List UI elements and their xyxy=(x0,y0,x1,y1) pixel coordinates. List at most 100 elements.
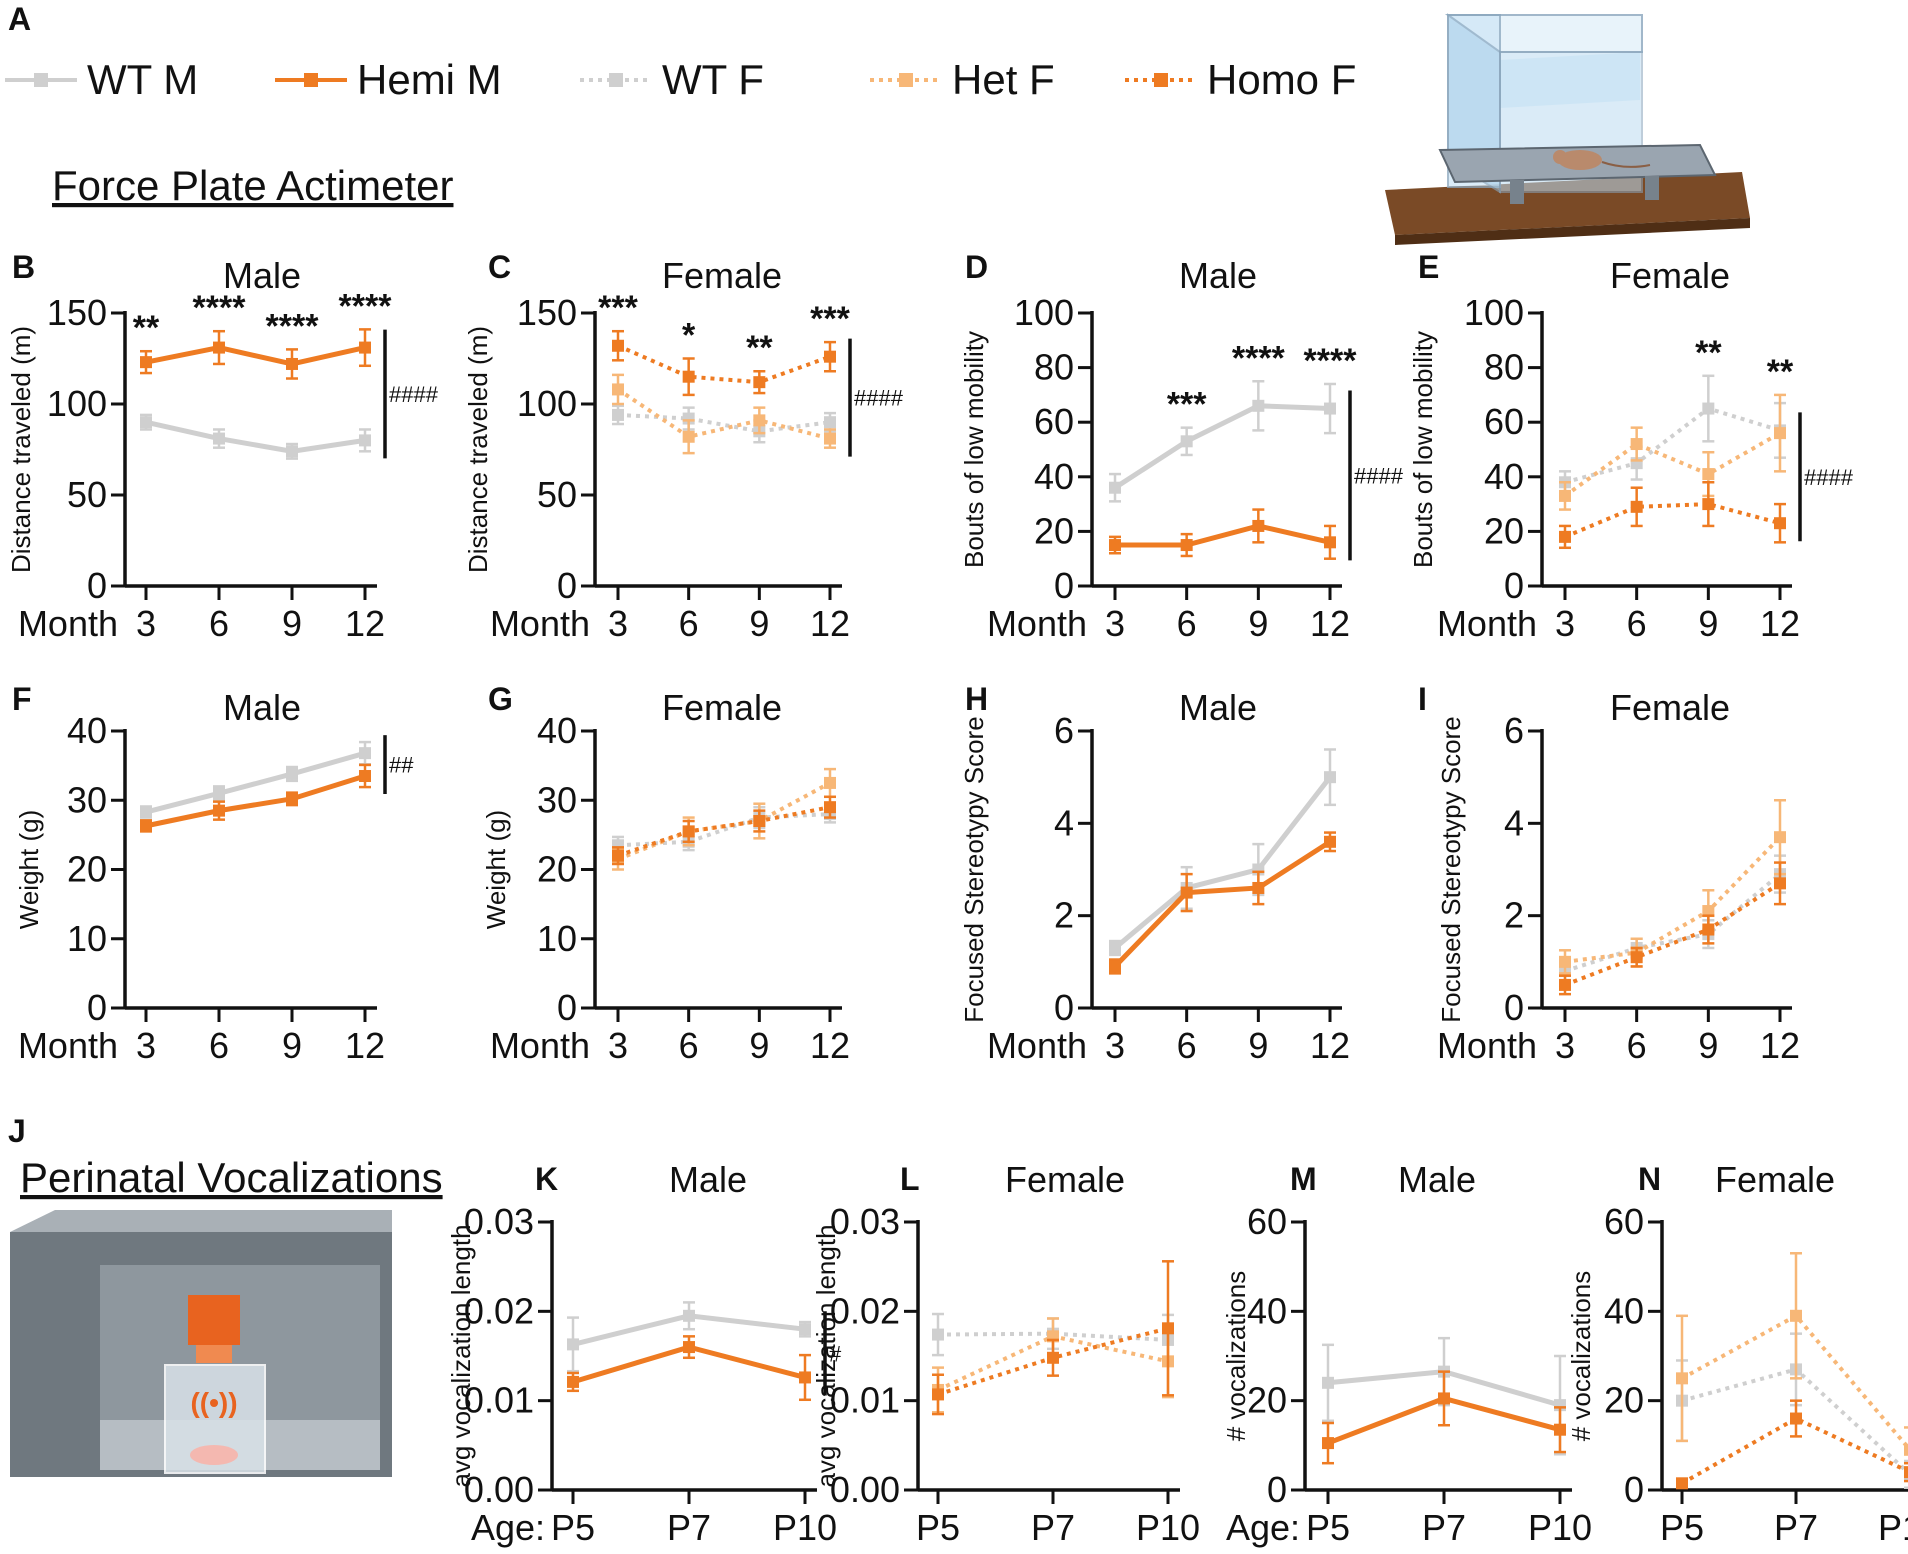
y-axis-label: # vocalizations xyxy=(1221,1271,1251,1442)
x-tick-label: 3 xyxy=(608,1025,628,1066)
y-tick-label: 60 xyxy=(1604,1201,1644,1242)
data-point xyxy=(1702,905,1715,918)
data-point xyxy=(1109,539,1121,552)
series-wt-f xyxy=(1676,1332,1908,1490)
panel-d: D Male 0 20 40 60 80 100 Bouts of low mobility 3 6… xyxy=(959,249,1404,644)
significance-stars: ** xyxy=(1767,353,1794,391)
x-tick-label: 12 xyxy=(810,1025,850,1066)
x-tick-label: 9 xyxy=(1248,603,1268,644)
x-tick-label: 6 xyxy=(1627,603,1647,644)
x-tick-label: 6 xyxy=(1177,603,1197,644)
legend: WT M Hemi M WT F Het F Homo F xyxy=(5,56,1356,103)
legend-label: Het F xyxy=(952,56,1055,103)
x-tick-label: 3 xyxy=(136,603,156,644)
chart-title: Male xyxy=(223,255,301,296)
y-tick-label: 0 xyxy=(87,987,107,1028)
x-tick-label: 9 xyxy=(1248,1025,1268,1066)
x-tick-label: 3 xyxy=(136,1025,156,1066)
series-hemi-m xyxy=(1109,508,1336,560)
x-tick-label: P10 xyxy=(1528,1507,1592,1548)
data-point xyxy=(824,801,836,814)
panel-g: G Female 0 10 20 30 40 Weight (g) 3 6 9 12 Month xyxy=(481,681,850,1066)
y-tick-label: 0 xyxy=(1267,1469,1287,1510)
data-point xyxy=(359,434,371,447)
panel-letter: C xyxy=(488,249,511,285)
legend-label: WT M xyxy=(87,56,198,103)
series-hemi-m xyxy=(140,328,371,380)
y-tick-label: 100 xyxy=(47,383,107,424)
legend-marker xyxy=(899,73,913,87)
data-point xyxy=(824,416,836,429)
x-tick-label: P5 xyxy=(1306,1507,1350,1548)
panel-m: M Male 0 20 40 60 # vocalizations P5 P7 P10 Age: xyxy=(1221,1159,1592,1548)
y-tick-label: 10 xyxy=(67,918,107,959)
panel-letter: K xyxy=(535,1161,558,1197)
y-tick-label: 100 xyxy=(1464,292,1524,333)
series-homo-f xyxy=(1676,1399,1908,1490)
legend-marker xyxy=(304,73,318,87)
y-tick-label: 100 xyxy=(517,383,577,424)
x-tick-label: 12 xyxy=(1760,1025,1800,1066)
x-tick-label: 9 xyxy=(749,603,769,644)
series-line xyxy=(145,750,366,815)
significance-stars: **** xyxy=(1232,339,1286,377)
panel-letter: D xyxy=(965,249,988,285)
y-tick-label: 0.03 xyxy=(464,1201,534,1242)
data-point xyxy=(932,1328,944,1341)
series-wt-m xyxy=(567,1301,811,1373)
x-tick-label: 3 xyxy=(1105,603,1125,644)
panel-h: H Male 0 2 4 6 Focused Stereotypy Score 3 6 9 12 Mo… xyxy=(959,681,1350,1066)
series-wt-m xyxy=(140,740,371,819)
data-point xyxy=(359,341,371,354)
series-line xyxy=(1113,839,1332,969)
legend-marker xyxy=(1154,73,1168,87)
y-tick-label: 0 xyxy=(1054,987,1074,1028)
group-difference-label: #### xyxy=(389,382,439,407)
data-point xyxy=(286,767,298,780)
x-tick-label: P5 xyxy=(916,1507,960,1548)
data-point xyxy=(1109,481,1121,494)
x-tick-label: 12 xyxy=(810,603,850,644)
series-wt-f xyxy=(612,404,836,444)
y-tick-label: 80 xyxy=(1484,347,1524,388)
significance-stars: ** xyxy=(746,329,773,367)
chart-title: Male xyxy=(1179,687,1257,728)
y-tick-label: 6 xyxy=(1504,710,1524,751)
data-point xyxy=(1109,960,1121,973)
y-tick-label: 6 xyxy=(1054,710,1074,751)
panel-letter-a: A xyxy=(8,1,31,37)
chart-title: Male xyxy=(669,1159,747,1200)
panel-letter: G xyxy=(488,681,513,717)
data-point xyxy=(753,414,766,427)
data-point xyxy=(1904,1443,1908,1456)
y-axis-label: Distance traveled (m) xyxy=(6,326,36,573)
y-tick-label: 0.00 xyxy=(830,1469,900,1510)
data-point xyxy=(683,1341,695,1354)
y-tick-label: 150 xyxy=(47,292,107,333)
y-tick-label: 0 xyxy=(1054,565,1074,606)
data-point xyxy=(682,430,695,443)
y-tick-label: 60 xyxy=(1034,401,1074,442)
x-tick-label: P10 xyxy=(1136,1507,1200,1548)
x-axis-label: Age: xyxy=(1226,1507,1300,1548)
y-tick-label: 20 xyxy=(67,849,107,890)
series-line xyxy=(1113,775,1332,950)
panel-letter: N xyxy=(1638,1161,1661,1197)
group-difference-label: #### xyxy=(1354,463,1404,488)
y-tick-label: 0 xyxy=(1504,987,1524,1028)
x-axis-label: Month xyxy=(1437,603,1537,644)
y-tick-label: 40 xyxy=(1484,456,1524,497)
series-hemi-m xyxy=(1109,831,1336,975)
data-point xyxy=(1774,831,1786,844)
data-point xyxy=(1702,498,1715,511)
data-point xyxy=(824,776,836,789)
data-point xyxy=(799,1323,811,1336)
x-tick-label: P7 xyxy=(1031,1507,1075,1548)
data-point xyxy=(1109,941,1121,954)
series-line xyxy=(1115,523,1331,548)
panel-letter: F xyxy=(12,681,32,717)
data-point xyxy=(824,350,836,363)
y-tick-label: 40 xyxy=(1034,456,1074,497)
